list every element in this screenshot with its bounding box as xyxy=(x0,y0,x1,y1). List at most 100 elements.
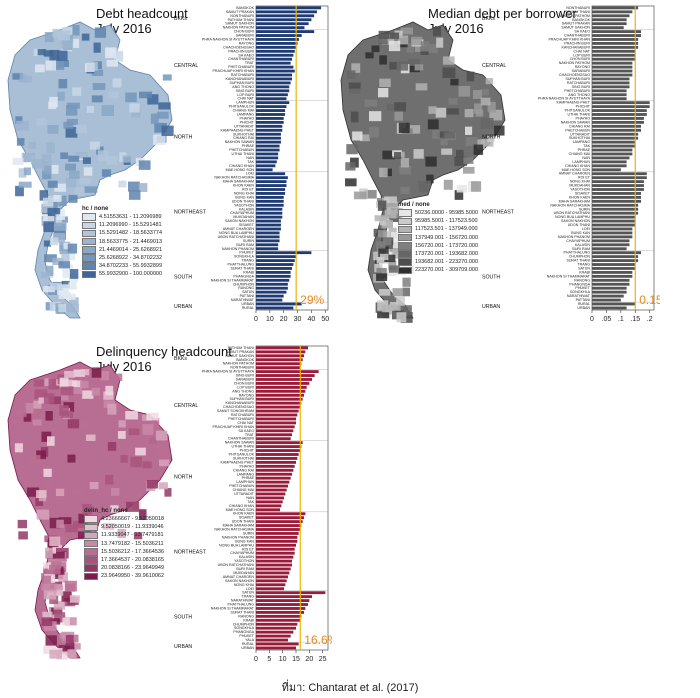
median-legend-label: 95985.5001 - 117523.500 xyxy=(415,218,478,225)
median-map-region xyxy=(398,122,410,133)
median-bar xyxy=(592,243,630,247)
median-map-region xyxy=(443,179,453,190)
delin-bar xyxy=(256,449,300,452)
delin-bar xyxy=(256,492,286,496)
delin-category-label: MAE HONG SON xyxy=(226,508,255,512)
debt-map-region xyxy=(57,30,70,41)
delin-map-region xyxy=(58,638,66,646)
delin-map-region xyxy=(120,455,128,463)
debt-bar xyxy=(256,152,279,156)
median-category-label: PATHUM THANI xyxy=(564,10,590,14)
debt-legend-swatch xyxy=(82,262,96,270)
delin-map-region xyxy=(157,448,168,459)
debt-map-region xyxy=(51,165,59,174)
median-category-label: NAKHON PATHOM xyxy=(559,14,590,18)
debt-map-region xyxy=(93,61,102,70)
median-map-region xyxy=(373,251,382,261)
debt-map-region xyxy=(63,121,74,129)
debt-map-region xyxy=(97,150,109,162)
delin-bar xyxy=(256,579,287,583)
debt-category-label: SA KAEO xyxy=(238,53,254,57)
median-map-region xyxy=(436,37,444,48)
debt-category-label: SAKON NAKHON xyxy=(225,219,254,223)
median-map-region xyxy=(374,215,387,222)
median-category-label: NARATHIWAT xyxy=(567,294,591,298)
median-map-region xyxy=(345,178,357,187)
median-map-region xyxy=(381,34,395,45)
delin-category-label: SAKON NAKHON xyxy=(225,579,254,583)
delin-legend-swatch xyxy=(84,531,98,540)
debt-bar xyxy=(256,282,288,286)
median-group-label: SOUTH xyxy=(482,274,500,280)
median-legend-entry: 117523.501 - 137949.000 xyxy=(398,225,478,234)
debt-map-region xyxy=(108,91,119,99)
delin-category-label: NAKHON PATHOM xyxy=(223,362,254,366)
median-bar xyxy=(592,227,633,231)
median-map-region xyxy=(394,102,407,112)
median-map-region xyxy=(406,43,414,53)
debt-bar xyxy=(256,215,283,219)
debt-map-region xyxy=(43,50,54,57)
median-bar xyxy=(592,105,650,109)
delin-bar xyxy=(256,437,291,441)
median-legend-swatch xyxy=(398,258,412,266)
delin-category-label: ANG THONG xyxy=(232,389,254,393)
debt-category-label: PATTANI xyxy=(240,294,254,298)
median-map-region xyxy=(396,296,405,306)
median-x-tick-label: .2 xyxy=(647,316,653,323)
delin-bar xyxy=(256,417,296,421)
debt-category-label: LOEI xyxy=(246,172,254,176)
debt-map-region xyxy=(68,194,78,203)
debt-category-label: PHETCHABURI xyxy=(228,65,254,69)
delin-map-region xyxy=(33,400,42,409)
debt-map-region xyxy=(72,25,80,36)
delin-bar xyxy=(256,626,296,630)
delin-bar xyxy=(256,378,312,381)
delin-category-label: PRACHUAP KHIRI KHAN xyxy=(213,425,255,429)
median-map-region xyxy=(377,312,390,319)
median-group-label: BKKs xyxy=(482,16,495,22)
median-bar xyxy=(592,81,630,85)
median-category-label: LOP BURI xyxy=(573,53,590,57)
delin-bar xyxy=(256,610,304,614)
debt-bar xyxy=(256,120,284,124)
debt-legend: hc / none 4.51553631 - 11.2096989 11.2096… xyxy=(82,206,162,279)
delin-map-region xyxy=(107,442,117,451)
median-map-region xyxy=(458,85,471,97)
median-bar xyxy=(592,26,624,30)
delin-bar xyxy=(256,441,303,445)
median-category-label: CHIANG MAI xyxy=(569,152,590,156)
delin-map-region xyxy=(107,403,117,415)
median-bar xyxy=(592,124,642,128)
debt-bar xyxy=(256,286,288,290)
median-bar xyxy=(592,274,633,278)
delin-legend-swatch xyxy=(84,572,98,581)
median-map-region xyxy=(428,106,437,114)
debt-map-region xyxy=(61,254,70,262)
median-map-region xyxy=(480,139,494,147)
delin-map-region xyxy=(33,379,44,387)
delin-map-region xyxy=(79,381,89,389)
debt-bar xyxy=(256,81,291,85)
delin-bar xyxy=(256,370,319,374)
debt-bar xyxy=(256,34,302,37)
delin-category-label: URBAN xyxy=(241,646,254,650)
median-map-region xyxy=(400,186,410,195)
delin-category-label: SURIN xyxy=(243,531,255,535)
debt-bar xyxy=(256,53,294,57)
delin-legend-swatch xyxy=(84,548,98,556)
debt-category-label: KHON KAEN xyxy=(233,184,255,188)
median-bar xyxy=(592,136,639,140)
delin-map-region xyxy=(82,503,92,515)
median-category-label: LOEI xyxy=(582,227,590,231)
median-category-label: PHICHIT xyxy=(576,105,591,109)
debt-bar xyxy=(256,93,288,97)
delin-category-label: RANONG xyxy=(238,614,254,618)
debt-category-label: CHIANG MAI xyxy=(233,109,254,113)
median-category-label: LAMPANG xyxy=(573,140,591,144)
delin-category-label: NONG KHAI xyxy=(234,583,254,587)
debt-map-region xyxy=(162,74,172,81)
delin-map-region xyxy=(25,403,34,414)
median-bar xyxy=(592,61,633,65)
delin-category-label: SUPHAN BURI xyxy=(229,397,254,401)
